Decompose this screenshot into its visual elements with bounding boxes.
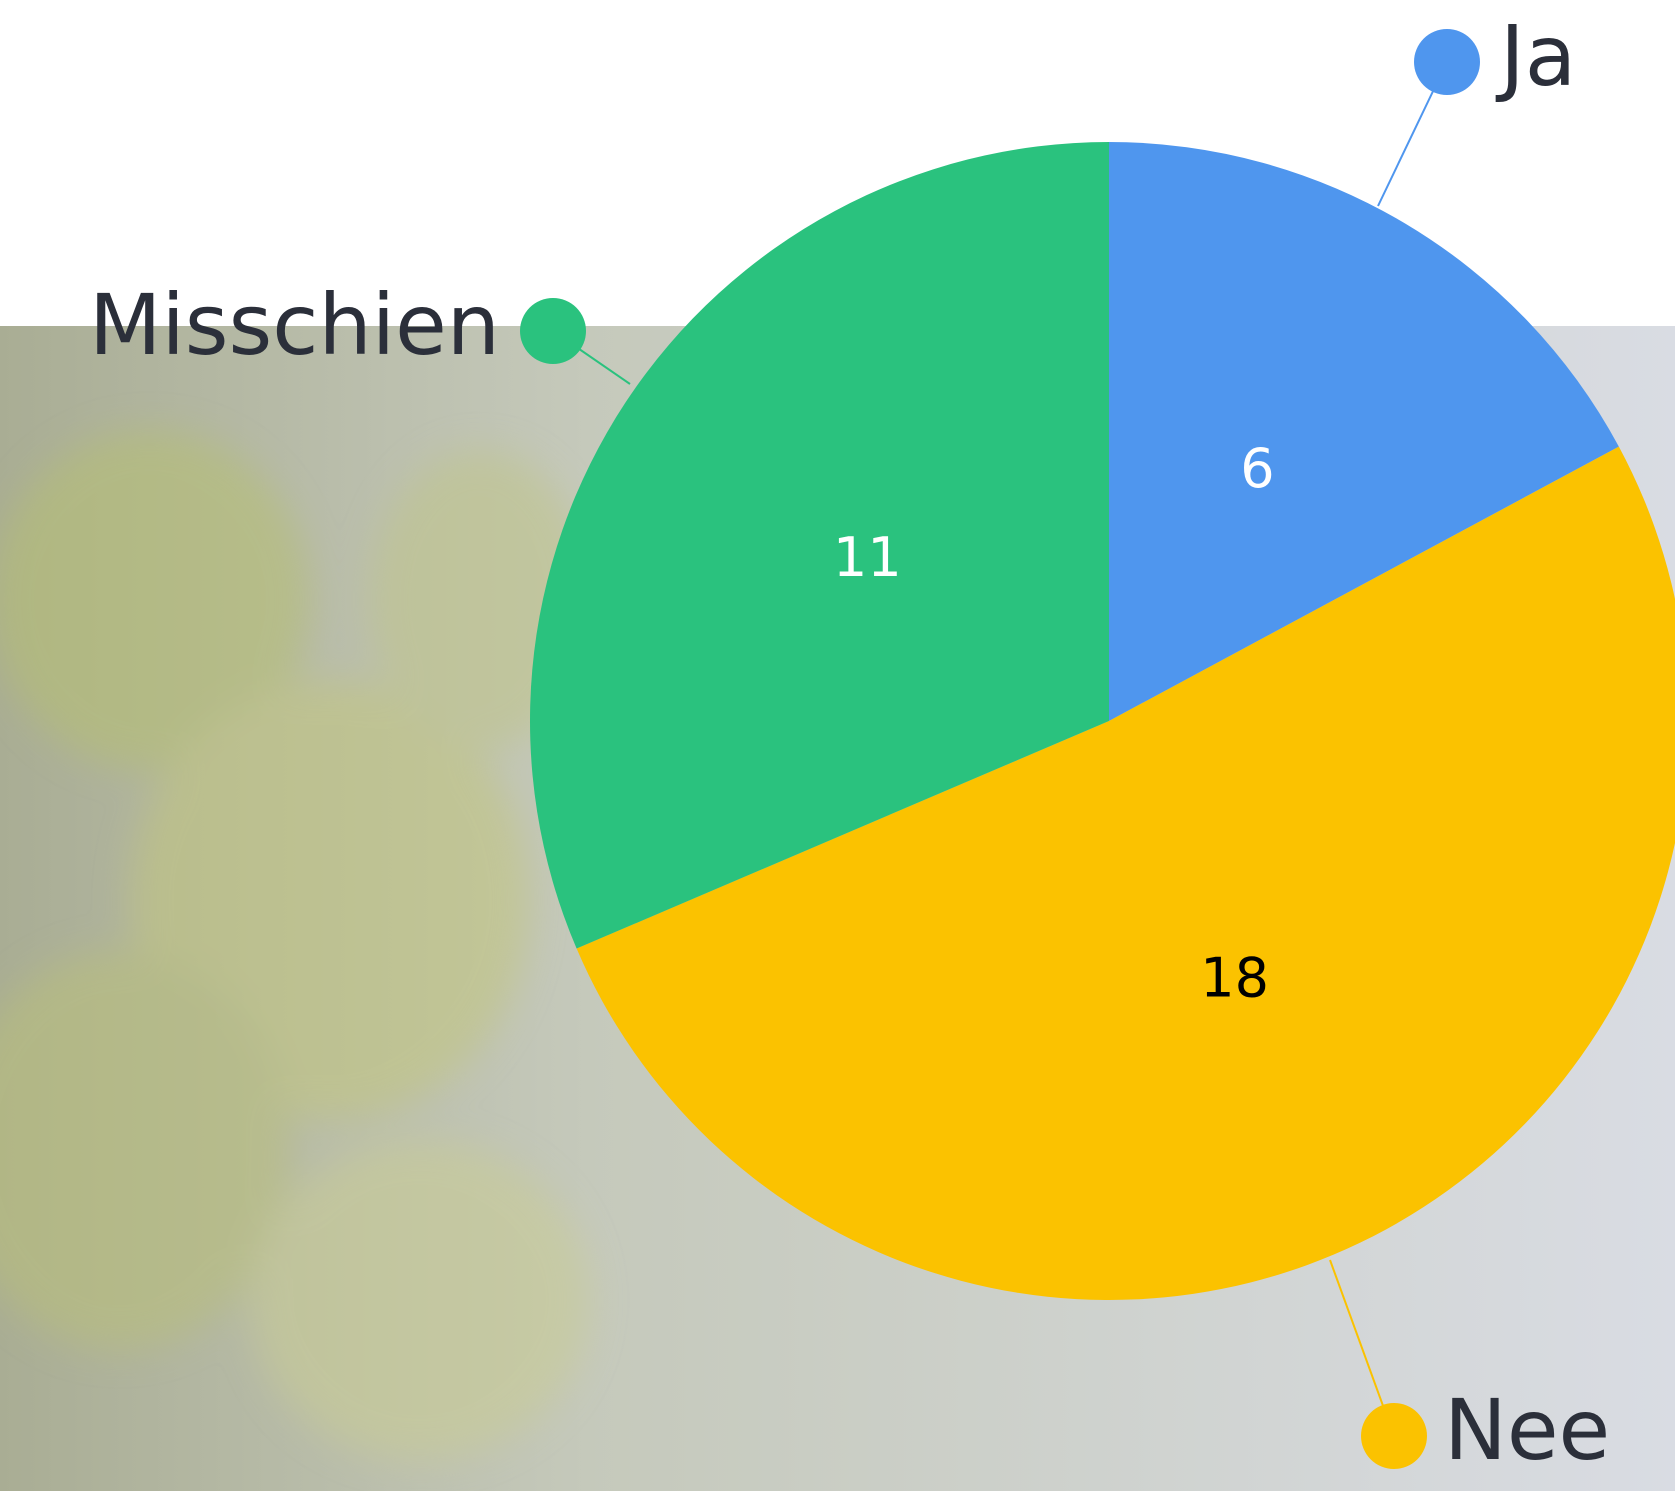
- value-label: 18: [1200, 946, 1269, 1009]
- legend-dot: [1361, 1403, 1427, 1469]
- category-label: Ja: [1495, 7, 1576, 105]
- legend-dot: [1414, 29, 1480, 95]
- category-label: Misschien: [89, 276, 500, 374]
- legend-dot: [520, 298, 586, 364]
- value-label: 6: [1240, 437, 1274, 500]
- category-label: Nee: [1444, 1381, 1610, 1479]
- page: {"chart_data": {"type": "pie", "categori…: [0, 0, 1675, 1491]
- value-label: 11: [833, 526, 902, 589]
- chart: 6 18 11 Ja Nee Misschien: [0, 0, 1675, 1491]
